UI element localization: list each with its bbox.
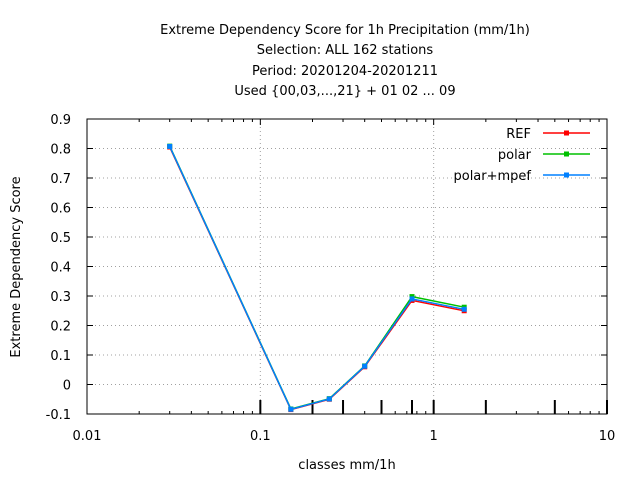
title-line-2: Selection: ALL 162 stations (257, 43, 434, 58)
title-line-1: Extreme Dependency Score for 1h Precipit… (160, 23, 530, 38)
y-tick-label: 0.1 (50, 349, 71, 364)
y-tick-label: 0 (63, 379, 71, 394)
y-tick-label: 0.9 (50, 113, 71, 128)
y-tick-label: -0.1 (46, 408, 71, 423)
data-point (167, 143, 173, 149)
legend-label: polar (498, 148, 532, 163)
y-tick-label: 0.8 (50, 143, 71, 158)
series-polar (167, 143, 467, 412)
title-line-3: Period: 20201204-20201211 (252, 64, 438, 79)
y-tick-label: 0.7 (50, 172, 71, 187)
legend-marker (564, 151, 569, 157)
data-point (461, 306, 467, 312)
title-line-4: Used {00,03,...,21} + 01 02 ... 09 (234, 84, 455, 99)
x-tick-label: 0.1 (250, 429, 271, 444)
data-point (362, 363, 368, 369)
y-tick-label: 0.5 (50, 231, 71, 246)
y-tick-label: 0.6 (50, 202, 71, 217)
x-tick-label: 0.01 (73, 429, 102, 444)
x-tick-label: 1 (430, 429, 438, 444)
legend-marker (564, 130, 569, 136)
data-point (326, 396, 332, 402)
legend-label: polar+mpef (453, 169, 531, 184)
data-point (288, 406, 294, 412)
grid (87, 119, 607, 414)
legend: REF polar polar+mpef (453, 127, 590, 184)
chart-title: Extreme Dependency Score for 1h Precipit… (160, 23, 530, 99)
axes: -0.1 0 0.1 0.2 0.3 0.4 0.5 0.6 0.7 0.8 0.9 0.01 0.1 1… (46, 113, 616, 444)
series-layer (167, 143, 467, 413)
x-axis-label: classes mm/1h (298, 458, 395, 473)
y-tick-label: 0.4 (50, 261, 71, 276)
y-tick-label: 0.3 (50, 290, 71, 305)
y-tick-label: 0.2 (50, 320, 71, 335)
legend-label: REF (506, 127, 531, 142)
series-polar+mpef (167, 143, 467, 412)
data-point (409, 296, 415, 302)
series-REF (167, 144, 467, 413)
series-line (169, 146, 465, 411)
y-axis-label: Extreme Dependency Score (9, 176, 24, 357)
x-tick-label: 10 (599, 429, 616, 444)
legend-marker (564, 172, 569, 178)
series-line (169, 146, 465, 411)
series-line (169, 145, 465, 410)
